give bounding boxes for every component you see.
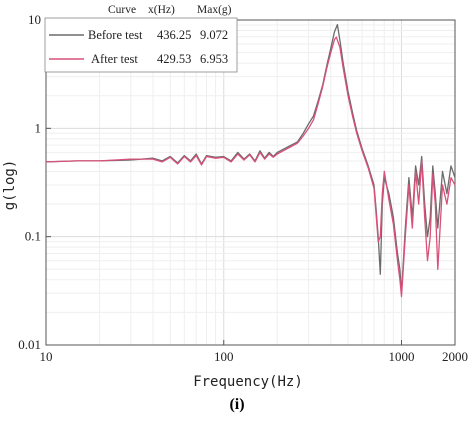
figure-caption: (i)	[229, 396, 245, 413]
grid-lines	[45, 20, 456, 346]
plot-frame	[45, 19, 456, 346]
y-tick-label: 0.1	[25, 229, 41, 244]
x-tick-label: 10	[40, 349, 53, 364]
legend-box	[44, 17, 238, 73]
y-axis-title: g(log)	[2, 160, 18, 211]
legend-max-after: 6.953	[200, 52, 228, 66]
legend-x-before: 436.25	[157, 28, 191, 42]
x-axis-title: Frequency(Hz)	[193, 374, 303, 390]
legend-header-x: x(Hz)	[148, 4, 175, 16]
y-tick-label: 10	[28, 12, 41, 27]
legend-max-before: 9.072	[200, 28, 228, 42]
x-tick-label: 2000	[442, 349, 468, 364]
x-tick-label: 100	[214, 349, 234, 364]
legend-label-before: Before test	[88, 28, 143, 42]
legend: Curve x(Hz) Max(g) Before test 436.25 9.…	[44, 4, 238, 73]
legend-header-curve: Curve	[108, 4, 136, 16]
legend-header-max: Max(g)	[197, 4, 232, 16]
legend-label-after: After test	[91, 52, 138, 66]
legend-x-after: 429.53	[157, 52, 191, 66]
axis-ticks: 10 100 1000 2000 0.01 0.1 1 10	[18, 12, 468, 364]
data-series	[45, 23, 456, 298]
y-tick-label: 1	[35, 120, 42, 135]
series-line-after-test	[45, 36, 456, 298]
x-tick-label: 1000	[388, 349, 414, 364]
y-tick-label: 0.01	[18, 337, 41, 352]
